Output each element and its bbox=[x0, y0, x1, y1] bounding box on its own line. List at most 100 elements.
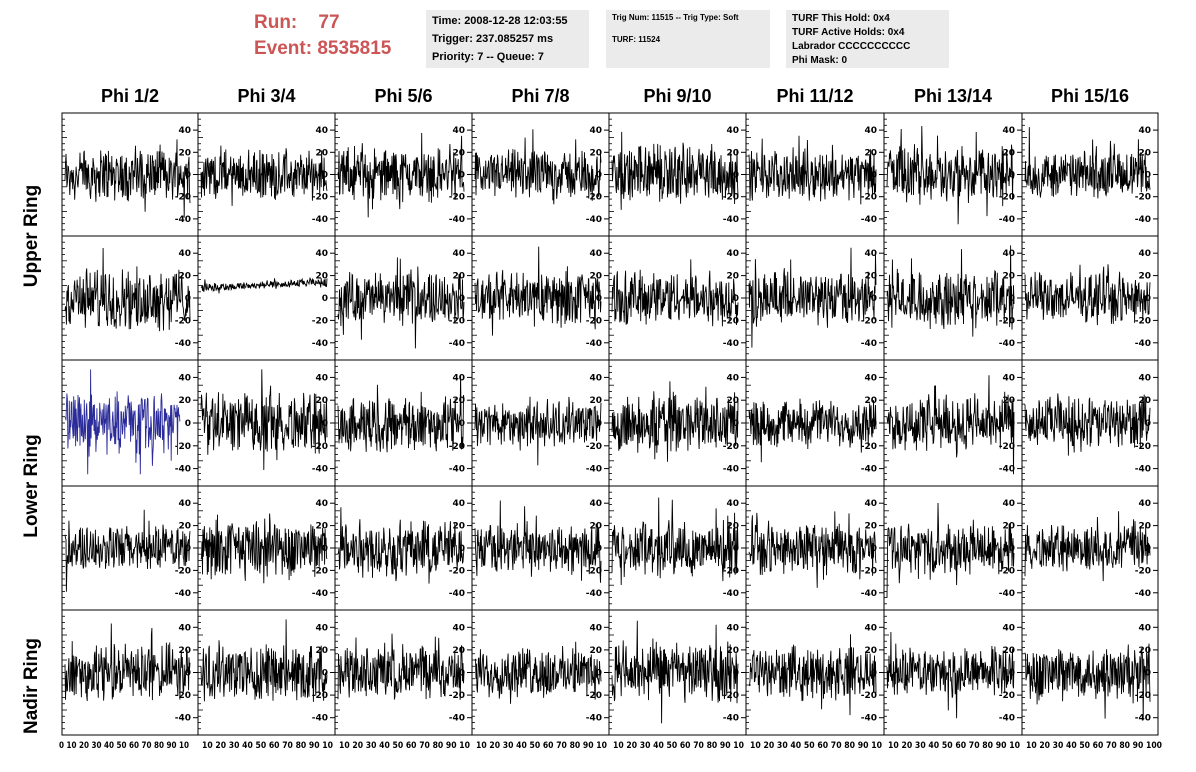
y-tick-label: 20 bbox=[864, 646, 877, 656]
y-tick-label: 40 bbox=[589, 623, 602, 633]
y-tick-label: 0 bbox=[733, 294, 739, 304]
phi-header-4: Phi 7/8 bbox=[511, 86, 570, 106]
x-axis-labels-8: 10 20 30 40 50 60 70 80 90 100 bbox=[1026, 741, 1162, 751]
y-tick-label: 20 bbox=[178, 522, 191, 532]
waveform-trace bbox=[748, 634, 877, 716]
y-tick-label: -40 bbox=[175, 339, 191, 349]
x-axis-labels-5: 10 20 30 40 50 60 70 80 90 10 bbox=[613, 741, 744, 751]
y-tick-label: 20 bbox=[452, 396, 465, 406]
y-tick-label: 20 bbox=[1138, 272, 1151, 282]
panel-r3-c0: 40 20 0 -20 -40 bbox=[61, 485, 199, 611]
waveform-trace bbox=[64, 623, 191, 702]
waveform-trace bbox=[611, 381, 739, 462]
y-tick-label: -20 bbox=[999, 566, 1015, 576]
y-tick-label: -20 bbox=[312, 566, 328, 576]
y-tick-label: 20 bbox=[178, 148, 191, 158]
y-tick-label: 0 bbox=[459, 419, 465, 429]
y-tick-label: 40 bbox=[315, 126, 328, 136]
y-tick-label: -40 bbox=[861, 339, 877, 349]
phi-header-2: Phi 3/4 bbox=[237, 86, 296, 106]
y-tick-label: -20 bbox=[175, 193, 191, 203]
y-tick-label: 40 bbox=[589, 373, 602, 383]
y-tick-label: 20 bbox=[1138, 522, 1151, 532]
y-tick-label: 20 bbox=[452, 646, 465, 656]
waveform-trace bbox=[1024, 393, 1151, 456]
waveform-trace bbox=[200, 145, 328, 206]
y-tick-label: 40 bbox=[864, 373, 877, 383]
y-tick-label: -40 bbox=[723, 465, 739, 475]
turf-active-text: TURF Active Holds: 0x4 bbox=[792, 27, 905, 38]
y-tick-label: -40 bbox=[999, 339, 1015, 349]
y-tick-label: 0 bbox=[322, 294, 328, 304]
y-tick-label: 20 bbox=[178, 646, 191, 656]
y-tick-label: 40 bbox=[1138, 373, 1151, 383]
y-tick-label: 40 bbox=[1002, 126, 1015, 136]
waveform-trace bbox=[474, 641, 602, 704]
run-value: 77 bbox=[318, 12, 340, 33]
panel-r4-c2: 40 20 0 -20 -40 bbox=[334, 609, 473, 736]
y-tick-label: -20 bbox=[861, 566, 877, 576]
waveform-trace bbox=[886, 631, 1015, 719]
waveform-trace bbox=[200, 369, 328, 471]
y-tick-label: 40 bbox=[178, 126, 191, 136]
y-tick-label: 40 bbox=[1138, 499, 1151, 509]
y-tick-label: -40 bbox=[861, 215, 877, 225]
y-tick-label: 40 bbox=[1002, 249, 1015, 259]
priority-text: Priority: 7 -- Queue: 7 bbox=[432, 51, 544, 63]
y-tick-label: 0 bbox=[1145, 171, 1151, 181]
panel-r2-c0: 40 20 0 -20 -40 bbox=[61, 359, 199, 487]
y-tick-label: 40 bbox=[589, 126, 602, 136]
panel-r1-c1: 40 20 0 -20 -40 bbox=[197, 235, 336, 361]
y-tick-label: 40 bbox=[726, 249, 739, 259]
y-tick-label: -20 bbox=[175, 442, 191, 452]
y-tick-label: 20 bbox=[589, 646, 602, 656]
waveform-trace bbox=[611, 259, 739, 327]
y-tick-label: -20 bbox=[312, 316, 328, 326]
waveform-trace bbox=[748, 398, 877, 463]
x-axis-labels-4: 10 20 30 40 50 60 70 80 90 10 bbox=[476, 741, 607, 751]
y-tick-label: 20 bbox=[589, 148, 602, 158]
y-tick-label: -20 bbox=[449, 316, 465, 326]
y-tick-label: 40 bbox=[452, 126, 465, 136]
y-tick-label: 40 bbox=[1002, 499, 1015, 509]
y-tick-label: -40 bbox=[312, 589, 328, 599]
labrador-text: Labrador CCCCCCCCCC bbox=[792, 41, 911, 52]
y-tick-label: 20 bbox=[1002, 272, 1015, 282]
phi-header-3: Phi 5/6 bbox=[374, 86, 433, 106]
waveform-trace bbox=[1024, 643, 1151, 721]
panel-r2-c4: 40 20 0 -20 -40 bbox=[608, 359, 747, 487]
y-tick-label: -40 bbox=[312, 339, 328, 349]
y-tick-label: 40 bbox=[1002, 623, 1015, 633]
y-tick-label: -40 bbox=[449, 465, 465, 475]
y-tick-label: -40 bbox=[1135, 465, 1151, 475]
y-tick-label: 0 bbox=[733, 419, 739, 429]
waveform-trace bbox=[474, 500, 602, 583]
time-info-box: Time: 2008-12-28 12:03:55 Trigger: 237.0… bbox=[426, 10, 589, 68]
y-tick-label: -40 bbox=[449, 589, 465, 599]
waveform-trace-highlighted bbox=[64, 369, 181, 475]
y-tick-label: -40 bbox=[586, 215, 602, 225]
waveform-trace bbox=[200, 619, 328, 702]
y-tick-label: 40 bbox=[178, 499, 191, 509]
waveform-trace bbox=[64, 247, 191, 332]
y-tick-label: 40 bbox=[1002, 373, 1015, 383]
waveform-trace bbox=[748, 247, 877, 348]
y-tick-label: -20 bbox=[312, 691, 328, 701]
y-tick-label: 40 bbox=[315, 373, 328, 383]
waveform-trace bbox=[337, 132, 465, 218]
y-tick-label: 40 bbox=[178, 373, 191, 383]
phi-header-6: Phi 11/12 bbox=[776, 86, 854, 106]
y-tick-label: 40 bbox=[1138, 126, 1151, 136]
waveform-trace bbox=[337, 257, 465, 349]
panel-r0-c7: 40 20 0 -20 -40 bbox=[1021, 112, 1159, 237]
y-tick-label: 40 bbox=[315, 623, 328, 633]
